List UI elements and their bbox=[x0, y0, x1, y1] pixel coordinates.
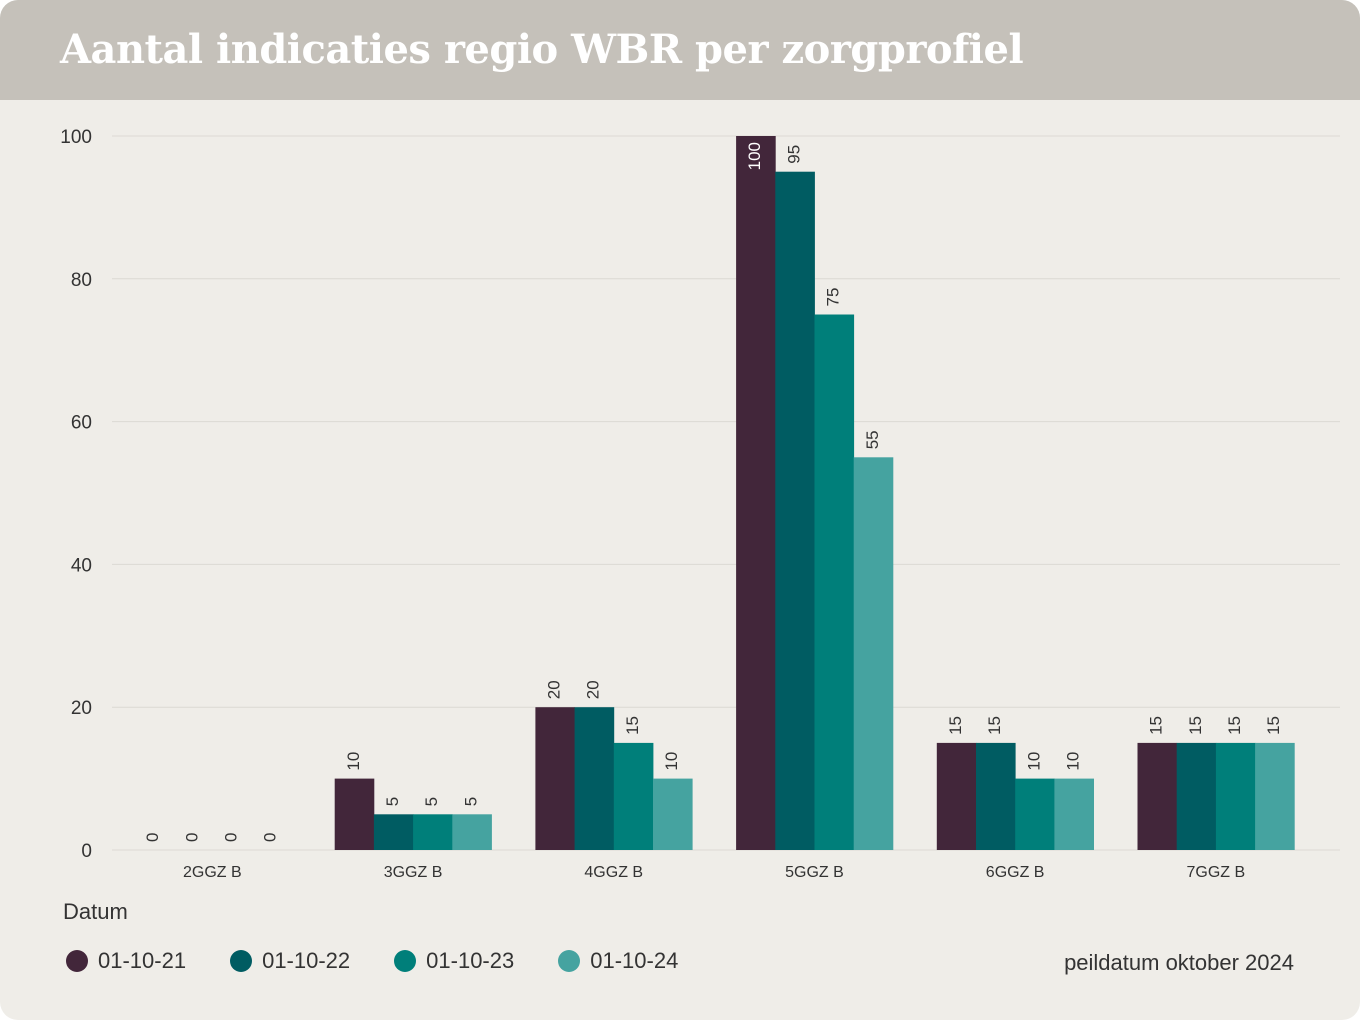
data-label: 0 bbox=[221, 833, 240, 842]
y-tick-label: 20 bbox=[71, 698, 92, 719]
legend-item-01-10-24[interactable]: 01-10-24 bbox=[558, 948, 678, 974]
y-tick-label: 80 bbox=[71, 270, 92, 291]
bar bbox=[373, 814, 414, 850]
title-bar: Aantal indicaties regio WBR per zorgprof… bbox=[0, 0, 1360, 100]
bar bbox=[1255, 742, 1295, 850]
y-tick-label: 60 bbox=[71, 413, 92, 434]
legend-swatch bbox=[230, 950, 253, 972]
y-tick-label: 40 bbox=[71, 555, 92, 576]
bar bbox=[1054, 778, 1094, 850]
legend-swatch bbox=[394, 950, 417, 972]
bar bbox=[1015, 778, 1055, 850]
data-label: 0 bbox=[182, 833, 201, 842]
data-label: 75 bbox=[824, 288, 843, 307]
bar bbox=[814, 314, 855, 850]
bar bbox=[334, 778, 375, 850]
bar bbox=[653, 778, 693, 850]
bar bbox=[736, 136, 776, 850]
legend-item-01-10-23[interactable]: 01-10-23 bbox=[394, 948, 514, 974]
data-label: 15 bbox=[1186, 716, 1205, 735]
legend-label: 01-10-23 bbox=[426, 948, 515, 973]
bar bbox=[613, 742, 654, 850]
bar bbox=[574, 707, 615, 850]
bar bbox=[1215, 742, 1256, 850]
data-label: 95 bbox=[784, 145, 803, 164]
legend-label: 01-10-21 bbox=[98, 948, 187, 973]
footnote: peildatum oktober 2024 bbox=[1064, 950, 1294, 975]
data-label: 15 bbox=[1264, 716, 1283, 735]
bar bbox=[976, 742, 1016, 850]
data-label: 10 bbox=[1063, 752, 1082, 771]
x-tick-label: 3GGZ B bbox=[384, 864, 443, 881]
x-tick-label: 4GGZ B bbox=[584, 864, 643, 881]
data-label: 5 bbox=[422, 797, 441, 806]
legend-item-01-10-21[interactable]: 01-10-21 bbox=[66, 948, 186, 974]
data-label: 15 bbox=[946, 716, 965, 735]
data-label: 15 bbox=[1147, 716, 1166, 735]
data-label: 20 bbox=[584, 680, 603, 699]
data-label: 15 bbox=[623, 716, 642, 735]
data-label: 10 bbox=[1024, 752, 1043, 771]
legend: 01-10-21 01-10-22 01-10-23 01-10-24 bbox=[66, 946, 722, 976]
data-label: 100 bbox=[745, 142, 764, 170]
y-tick-label: 0 bbox=[81, 841, 92, 862]
bar bbox=[853, 457, 894, 850]
legend-swatch bbox=[66, 950, 88, 972]
legend-label: 01-10-24 bbox=[590, 948, 679, 973]
bar bbox=[452, 814, 492, 850]
bar bbox=[413, 814, 453, 850]
data-label: 5 bbox=[461, 797, 480, 806]
legend-title: Datum bbox=[63, 899, 128, 924]
x-tick-label: 7GGZ B bbox=[1187, 864, 1246, 881]
data-label: 10 bbox=[662, 752, 681, 771]
data-label: 15 bbox=[985, 716, 1004, 735]
legend-item-01-10-22[interactable]: 01-10-22 bbox=[230, 948, 350, 974]
y-tick-label: 100 bbox=[60, 127, 92, 148]
legend-swatch bbox=[558, 950, 581, 972]
data-label: 15 bbox=[1225, 716, 1244, 735]
x-tick-label: 5GGZ B bbox=[785, 864, 844, 881]
bar bbox=[775, 171, 815, 850]
data-label: 55 bbox=[863, 430, 882, 449]
chart-title: Aantal indicaties regio WBR per zorgprof… bbox=[60, 26, 1024, 73]
x-tick-label: 6GGZ B bbox=[986, 864, 1045, 881]
bar bbox=[1137, 742, 1178, 850]
data-label: 5 bbox=[383, 797, 402, 806]
data-label: 0 bbox=[143, 833, 162, 842]
data-label: 10 bbox=[344, 752, 363, 771]
x-tick-label: 2GGZ B bbox=[183, 864, 242, 881]
bar bbox=[535, 707, 575, 850]
bar bbox=[936, 742, 977, 850]
data-label: 20 bbox=[544, 680, 563, 699]
bar bbox=[1176, 742, 1217, 850]
legend-label: 01-10-22 bbox=[262, 948, 351, 973]
data-label: 0 bbox=[261, 833, 280, 842]
